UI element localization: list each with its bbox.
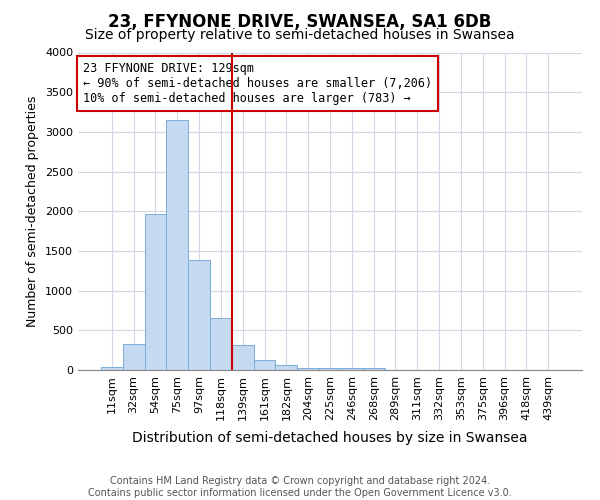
Text: 23, FFYNONE DRIVE, SWANSEA, SA1 6DB: 23, FFYNONE DRIVE, SWANSEA, SA1 6DB — [109, 12, 491, 30]
Bar — [254, 360, 275, 370]
Bar — [123, 344, 145, 370]
Text: Contains HM Land Registry data © Crown copyright and database right 2024.
Contai: Contains HM Land Registry data © Crown c… — [88, 476, 512, 498]
Bar — [363, 368, 385, 370]
Bar — [101, 367, 123, 370]
Bar — [210, 318, 232, 370]
Bar — [166, 120, 188, 370]
Y-axis label: Number of semi-detached properties: Number of semi-detached properties — [26, 96, 40, 327]
Text: Size of property relative to semi-detached houses in Swansea: Size of property relative to semi-detach… — [85, 28, 515, 42]
Text: 23 FFYNONE DRIVE: 129sqm
← 90% of semi-detached houses are smaller (7,206)
10% o: 23 FFYNONE DRIVE: 129sqm ← 90% of semi-d… — [83, 62, 432, 105]
Bar — [145, 214, 166, 370]
Bar — [232, 346, 254, 370]
Bar — [188, 260, 210, 370]
Bar — [275, 365, 297, 370]
Bar — [319, 368, 341, 370]
Bar — [297, 368, 319, 370]
X-axis label: Distribution of semi-detached houses by size in Swansea: Distribution of semi-detached houses by … — [132, 431, 528, 445]
Bar — [341, 368, 363, 370]
